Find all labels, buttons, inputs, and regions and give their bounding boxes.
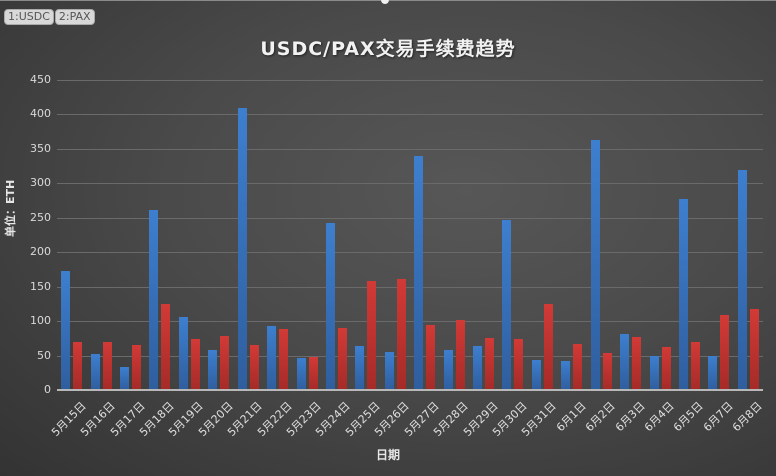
bar-usdc[interactable]: [443, 350, 453, 390]
bar-pax[interactable]: [632, 336, 642, 390]
bar-usdc[interactable]: [590, 139, 600, 390]
tab-pax[interactable]: 2:PAX: [54, 9, 95, 25]
gridline: [57, 252, 763, 254]
tab-usdc[interactable]: 1:USDC: [4, 9, 54, 25]
gridline: [57, 321, 763, 323]
bar-pax[interactable]: [661, 347, 671, 390]
plot-area: [57, 80, 763, 391]
bar-usdc[interactable]: [237, 108, 247, 390]
bar-usdc[interactable]: [149, 210, 159, 390]
bar-pax[interactable]: [220, 336, 230, 390]
y-tick-label: 100: [30, 314, 51, 328]
gridline: [57, 217, 763, 219]
bar-usdc[interactable]: [208, 350, 218, 390]
bar-usdc[interactable]: [120, 367, 130, 390]
gridline: [57, 114, 763, 116]
bar-pax[interactable]: [426, 325, 436, 390]
bar-usdc[interactable]: [61, 270, 71, 390]
drag-handle[interactable]: [381, 0, 389, 4]
y-tick-label: 400: [30, 107, 51, 121]
gridline: [57, 183, 763, 185]
gridline: [57, 80, 763, 81]
bar-pax[interactable]: [249, 345, 259, 390]
gridline: [57, 355, 763, 357]
bar-usdc[interactable]: [178, 316, 188, 390]
bar-usdc[interactable]: [473, 345, 483, 390]
bar-pax[interactable]: [749, 309, 759, 390]
y-tick-label: 350: [30, 141, 51, 155]
gridline: [57, 148, 763, 150]
bar-pax[interactable]: [573, 343, 583, 390]
bar-usdc[interactable]: [708, 356, 718, 390]
bar-pax[interactable]: [485, 338, 495, 390]
bar-usdc[interactable]: [678, 199, 688, 390]
y-tick-label: 300: [30, 176, 51, 190]
chart-title: USDC/PAX交易手续费趋势: [260, 38, 516, 60]
bar-usdc[interactable]: [90, 354, 100, 390]
bar-usdc[interactable]: [620, 334, 630, 390]
bar-usdc[interactable]: [502, 219, 512, 390]
bar-pax[interactable]: [602, 352, 612, 390]
bar-usdc[interactable]: [649, 356, 659, 390]
bar-pax[interactable]: [690, 341, 700, 390]
bar-pax[interactable]: [720, 314, 730, 390]
series-tabs: 1:USDC 2:PAX: [4, 9, 95, 25]
bar-pax[interactable]: [73, 341, 83, 390]
bar-pax[interactable]: [396, 279, 406, 390]
bar-pax[interactable]: [132, 345, 142, 390]
bar-pax[interactable]: [337, 328, 347, 390]
y-tick-label: 150: [30, 279, 51, 293]
bar-pax[interactable]: [161, 303, 171, 390]
bar-pax[interactable]: [514, 339, 524, 390]
y-tick-label: 200: [30, 245, 51, 259]
bar-pax[interactable]: [190, 339, 200, 390]
bar-pax[interactable]: [367, 281, 377, 390]
y-tick-label: 0: [44, 383, 51, 396]
bar-usdc[interactable]: [355, 345, 365, 390]
top-divider-right: [389, 0, 776, 1]
top-divider-left: [0, 0, 381, 1]
bar-usdc[interactable]: [384, 352, 394, 390]
y-tick-label: 450: [30, 73, 51, 86]
bar-usdc[interactable]: [325, 223, 335, 390]
bar-pax[interactable]: [455, 320, 465, 390]
bar-usdc[interactable]: [267, 325, 277, 390]
y-axis-label: 单位：ETH: [4, 179, 17, 237]
x-axis-label: 日期: [375, 448, 400, 462]
bar-pax[interactable]: [543, 303, 553, 390]
bar-usdc[interactable]: [414, 155, 424, 390]
bar-usdc[interactable]: [531, 359, 541, 390]
bar-pax[interactable]: [102, 341, 112, 390]
x-axis-line: [57, 389, 763, 391]
bar-usdc[interactable]: [737, 170, 747, 390]
y-tick-label: 250: [30, 210, 51, 224]
y-tick-label: 50: [37, 348, 51, 362]
bar-pax[interactable]: [308, 356, 318, 390]
gridline: [57, 286, 763, 288]
bar-pax[interactable]: [279, 329, 289, 390]
bar-usdc[interactable]: [561, 361, 571, 390]
bar-usdc[interactable]: [296, 358, 306, 390]
